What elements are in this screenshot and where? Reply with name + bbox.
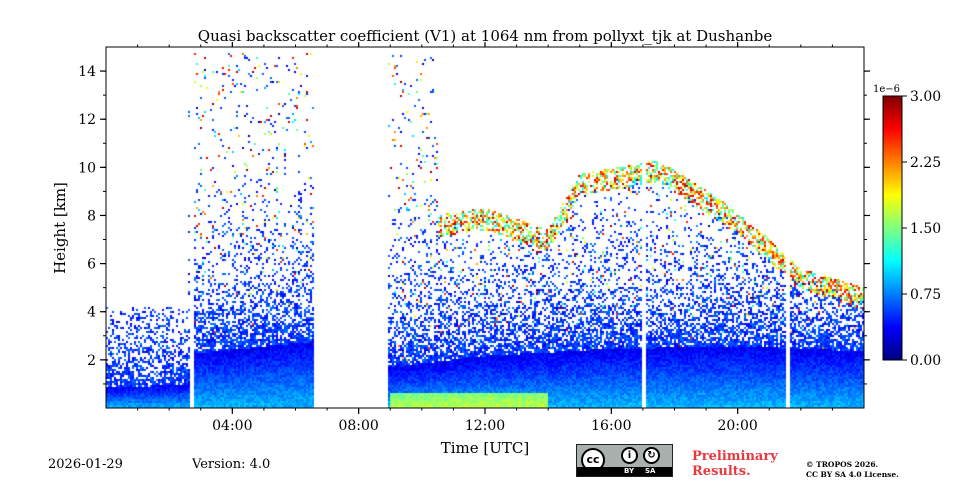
preliminary-results: Preliminary Results. [692,449,778,479]
colorbar-tick-label: 1.50 [910,221,941,237]
cc-license-badge[interactable]: cc i ↻ BY SA [576,444,673,477]
colorbar-scale [882,95,903,361]
x-tick-label: 08:00 [338,418,378,434]
colorbar-tick-label: 2.25 [910,155,941,171]
badge-strip [577,467,672,476]
x-axis-label: Time [UTC] [441,439,530,457]
y-tick-label: 8 [87,208,96,224]
y-tick-label: 4 [87,305,96,321]
x-axis-ticks: 04:00 08:00 12:00 16:00 20:00 [137,42,833,434]
colorbar-scale-label: 1e−6 [873,84,900,95]
colorbar-tick-label: 0.00 [910,353,941,369]
y-axis-ticks: 2 4 6 8 10 12 14 [78,64,870,385]
x-tick-label: 16:00 [591,418,631,434]
colorbar-tick-label: 0.75 [910,287,941,303]
colorbar: 0.00 0.75 1.50 2.25 3.00 1e−6 [873,84,941,369]
person-icon: i [621,447,638,464]
by-label: BY [624,467,635,475]
x-tick-label: 20:00 [717,418,757,434]
share-alike-icon: ↻ [643,447,660,464]
y-tick-label: 14 [78,64,96,80]
footer-date: 2026-01-29 [48,457,123,472]
x-tick-label: 12:00 [465,418,505,434]
y-axis-label: Height [km] [51,182,69,274]
x-tick-label: 04:00 [212,418,252,434]
sa-label: SA [645,467,656,475]
colorbar-tick-label: 3.00 [910,89,941,105]
y-tick-label: 10 [78,160,96,176]
copyright-line-1: © TROPOS 2026. [806,460,879,469]
y-tick-label: 6 [87,257,96,273]
copyright-line-2: CC BY SA 4.0 License. [806,470,899,479]
y-tick-label: 12 [78,112,96,128]
y-tick-label: 2 [87,353,96,369]
chart-title: Quasi backscatter coefficient (V1) at 10… [198,27,773,45]
copyright: © TROPOS 2026. CC BY SA 4.0 License. [806,460,946,480]
heatmap-image [106,47,864,408]
footer-version: Version: 4.0 [192,457,271,472]
plot-area [105,46,865,409]
